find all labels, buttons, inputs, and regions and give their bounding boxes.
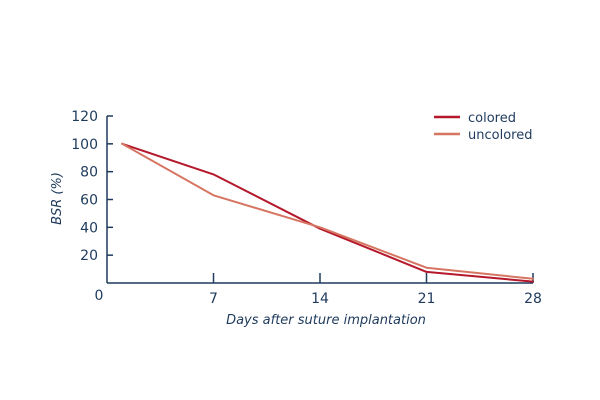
x-axis-title: Days after suture implantation [226,313,426,328]
series-group [121,142,534,283]
y-tick-label-zero: 0 [95,288,104,304]
series-line-colored [121,142,534,283]
x-tick-label: 14 [311,291,329,307]
legend: colored uncolored [434,111,532,143]
y-tick-label: 60 [80,193,98,209]
legend-label-uncolored: uncolored [468,128,532,143]
legend-label-colored: colored [468,111,516,126]
y-tick-label: 100 [71,137,98,153]
y-tick-label: 40 [80,220,98,236]
y-tick-label: 120 [71,109,98,125]
y-tick-label: 20 [80,248,98,264]
y-ticks: 20 40 60 80 100 120 [71,109,113,264]
series-line-uncolored [121,142,534,280]
y-tick-label: 80 [80,165,98,181]
x-tick-label: 21 [418,291,436,307]
x-ticks: 7 14 21 28 [209,273,542,307]
x-tick-label: 7 [209,291,218,307]
y-axis-title: BSR (%) [50,172,65,225]
x-tick-label: 28 [524,291,542,307]
